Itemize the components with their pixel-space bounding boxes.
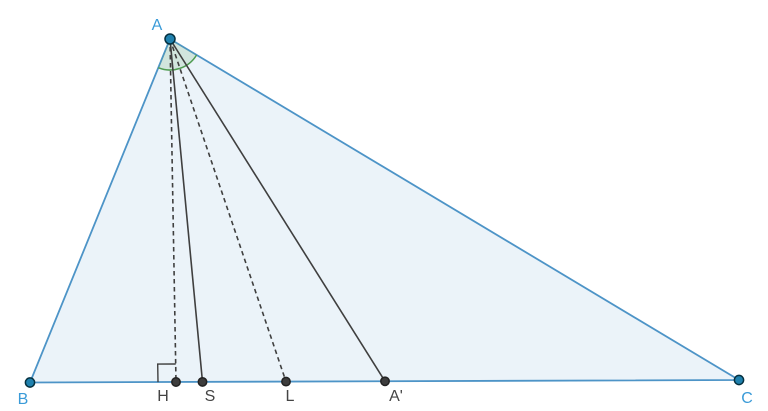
label-C: C	[741, 390, 753, 407]
triangle-ABC[interactable]	[29, 38, 740, 384]
median-AA-prime[interactable]	[169, 38, 386, 382]
label-H: H	[157, 388, 169, 405]
label-A-prime: A'	[389, 388, 403, 405]
label-A: A	[152, 17, 163, 34]
angle-arc-BAL-fill	[158, 39, 180, 70]
cevian-AS[interactable]	[169, 38, 204, 382]
angle-arc-LAC	[179, 54, 198, 70]
label-S: S	[205, 388, 216, 405]
point-H[interactable]	[171, 377, 181, 387]
altitude-AH[interactable]	[169, 38, 177, 383]
point-L[interactable]	[281, 376, 291, 387]
bisector-AL[interactable]	[169, 38, 287, 382]
angle-arc-LAC-fill	[170, 39, 197, 69]
point-A[interactable]	[164, 33, 176, 45]
point-B[interactable]	[24, 377, 36, 388]
point-A-prime[interactable]	[380, 376, 390, 387]
point-C[interactable]	[733, 374, 745, 386]
label-B: B	[18, 391, 29, 408]
angle-arc-BAL	[158, 66, 181, 71]
point-S[interactable]	[197, 376, 208, 387]
label-L: L	[286, 388, 295, 405]
right-angle-marker	[156, 363, 176, 383]
